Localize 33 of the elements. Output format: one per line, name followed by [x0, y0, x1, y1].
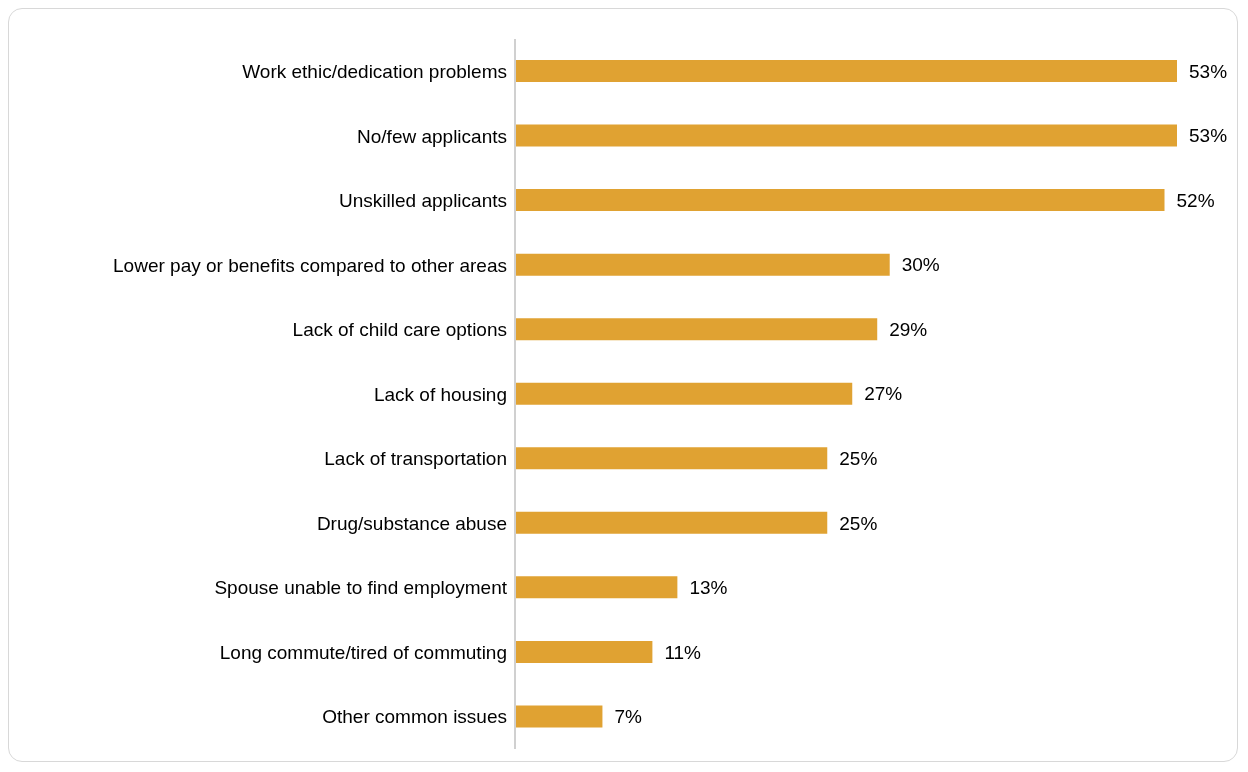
y-tick-label: Spouse unable to find employment	[214, 577, 508, 599]
y-tick-label: Lack of child care options	[292, 319, 507, 341]
bar	[515, 447, 828, 470]
y-tick-label: Unskilled applicants	[339, 190, 507, 212]
bar	[515, 640, 653, 663]
bar	[515, 576, 678, 599]
data-label: 30%	[901, 254, 940, 276]
y-tick-label: Lack of housing	[373, 383, 507, 405]
y-tick-label: Work ethic/dedication problems	[242, 61, 507, 83]
bar	[515, 318, 878, 341]
data-label: 52%	[1176, 189, 1215, 211]
data-label: 25%	[839, 448, 878, 470]
bar	[515, 253, 890, 276]
y-tick-label: Other common issues	[322, 706, 507, 728]
bar	[515, 382, 853, 405]
bar	[515, 511, 828, 534]
y-tick-label: Drug/substance abuse	[316, 512, 507, 534]
data-label: 29%	[889, 318, 928, 340]
data-label: 25%	[839, 512, 878, 534]
bar	[515, 705, 603, 728]
bar	[515, 60, 1177, 82]
data-label: 27%	[864, 383, 903, 405]
y-tick-label: Long commute/tired of commuting	[219, 641, 507, 663]
data-label: 53%	[1189, 60, 1228, 82]
data-label: 11%	[664, 641, 702, 663]
bar	[515, 124, 1177, 147]
data-label: 13%	[689, 577, 728, 599]
data-label: 7%	[614, 706, 642, 728]
bar	[515, 189, 1165, 212]
y-tick-label: No/few applicants	[357, 125, 507, 147]
y-tick-label: Lack of transportation	[324, 448, 507, 470]
y-tick-label: Lower pay or benefits compared to other areas	[113, 254, 507, 276]
data-label: 53%	[1189, 125, 1228, 147]
